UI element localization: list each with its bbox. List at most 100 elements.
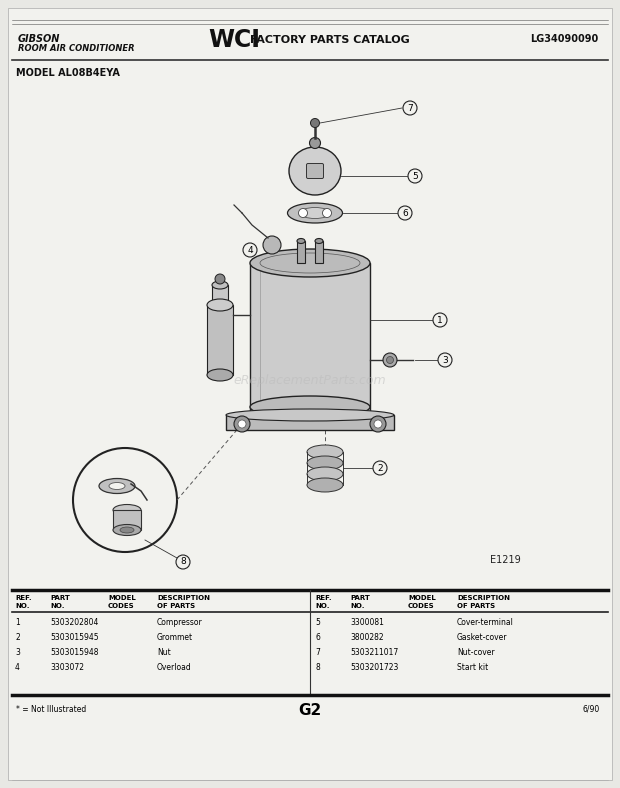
Text: FACTORY PARTS CATALOG: FACTORY PARTS CATALOG [250,35,410,45]
Circle shape [374,420,382,428]
Circle shape [370,416,386,432]
Text: LG34090090: LG34090090 [529,34,598,44]
FancyBboxPatch shape [297,241,305,263]
Circle shape [263,236,281,254]
Circle shape [398,206,412,220]
Text: REF.: REF. [315,595,332,601]
Text: PART: PART [350,595,370,601]
Text: NO.: NO. [50,603,64,609]
Circle shape [386,356,394,363]
Ellipse shape [250,396,370,418]
Text: 5303201723: 5303201723 [350,663,399,672]
Ellipse shape [212,281,228,289]
Circle shape [408,169,422,183]
Circle shape [433,313,447,327]
Circle shape [298,209,308,217]
Text: MODEL: MODEL [108,595,136,601]
Text: 7: 7 [315,648,320,657]
Ellipse shape [300,207,330,218]
Text: DESCRIPTION: DESCRIPTION [457,595,510,601]
Circle shape [309,137,321,148]
FancyBboxPatch shape [226,415,394,430]
Ellipse shape [297,239,305,243]
Text: G2: G2 [298,703,322,718]
Ellipse shape [315,239,323,243]
Circle shape [243,243,257,257]
Circle shape [383,353,397,367]
Text: Nut: Nut [157,648,171,657]
Text: Cover-terminal: Cover-terminal [457,618,514,627]
Text: 8: 8 [315,663,320,672]
Text: MODEL: MODEL [408,595,436,601]
Text: 5303211017: 5303211017 [350,648,398,657]
FancyBboxPatch shape [315,241,323,263]
Text: Nut-cover: Nut-cover [457,648,495,657]
Text: 5303015945: 5303015945 [50,633,99,642]
Ellipse shape [288,203,342,223]
Text: 5303202804: 5303202804 [50,618,99,627]
Text: REF.: REF. [15,595,32,601]
Text: 3: 3 [15,648,20,657]
Circle shape [73,448,177,552]
Text: 5303015948: 5303015948 [50,648,99,657]
Ellipse shape [307,478,343,492]
Text: CODES: CODES [108,603,135,609]
FancyBboxPatch shape [207,305,233,375]
Text: Compressor: Compressor [157,618,203,627]
Text: Gasket-cover: Gasket-cover [457,633,508,642]
Text: 6: 6 [402,209,408,217]
Circle shape [215,274,225,284]
Text: 3: 3 [442,355,448,365]
Text: 2: 2 [15,633,20,642]
Ellipse shape [307,445,343,459]
FancyBboxPatch shape [250,263,370,418]
Text: 4: 4 [15,663,20,672]
Text: 4: 4 [247,246,253,255]
Ellipse shape [109,482,125,489]
Text: PART: PART [50,595,70,601]
Circle shape [373,461,387,475]
Text: 6/90: 6/90 [583,705,600,714]
Ellipse shape [120,527,134,533]
Text: 6: 6 [315,633,320,642]
Ellipse shape [113,525,141,536]
Circle shape [438,353,452,367]
Text: 2: 2 [377,463,383,473]
Text: GIBSON: GIBSON [18,34,60,44]
Text: Start kit: Start kit [457,663,489,672]
Text: OF PARTS: OF PARTS [457,603,495,609]
Text: 7: 7 [407,103,413,113]
Text: 1: 1 [437,315,443,325]
Text: E1219: E1219 [490,555,521,565]
Text: NO.: NO. [15,603,30,609]
Text: CODES: CODES [408,603,435,609]
FancyBboxPatch shape [113,510,141,530]
Text: 8: 8 [180,557,186,567]
Circle shape [176,555,190,569]
FancyBboxPatch shape [8,8,612,780]
Circle shape [311,118,319,128]
Text: 3800282: 3800282 [350,633,384,642]
Text: 3303072: 3303072 [50,663,84,672]
Text: ROOM AIR CONDITIONER: ROOM AIR CONDITIONER [18,44,135,53]
Text: WCI: WCI [208,28,260,52]
Ellipse shape [289,147,341,195]
Text: NO.: NO. [315,603,329,609]
Ellipse shape [113,504,141,515]
Text: eReplacementParts.com: eReplacementParts.com [234,374,386,386]
Text: MODEL AL08B4EYA: MODEL AL08B4EYA [16,68,120,78]
Text: NO.: NO. [350,603,365,609]
Ellipse shape [207,369,233,381]
Ellipse shape [307,456,343,470]
Circle shape [322,209,332,217]
Circle shape [403,101,417,115]
Ellipse shape [250,249,370,277]
FancyBboxPatch shape [212,285,228,310]
Text: 5: 5 [315,618,320,627]
Text: Overload: Overload [157,663,192,672]
Text: 5: 5 [412,172,418,180]
Text: DESCRIPTION: DESCRIPTION [157,595,210,601]
Ellipse shape [99,478,135,493]
Text: 3300081: 3300081 [350,618,384,627]
Text: * = Not Illustrated: * = Not Illustrated [16,705,86,714]
